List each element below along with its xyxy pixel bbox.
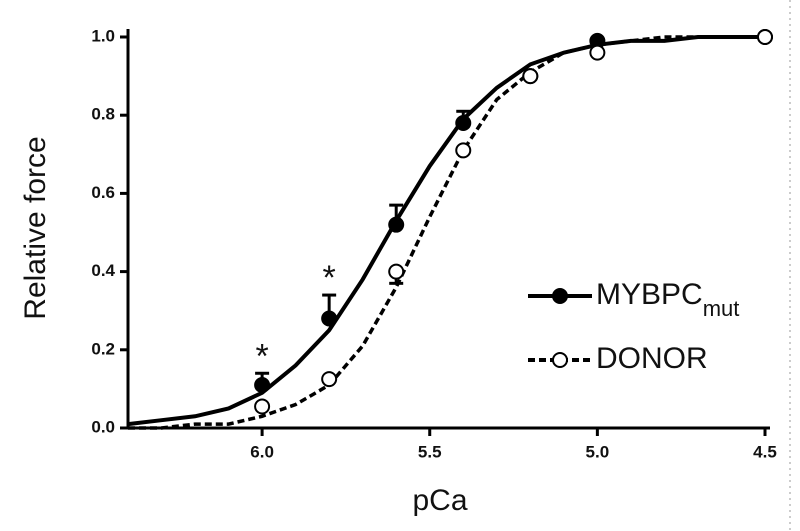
y-tick-label: 0.0 xyxy=(91,417,115,436)
y-tick-label: 0.4 xyxy=(91,261,115,280)
legend-name: DONOR xyxy=(596,342,708,375)
x-axis-label: pCa xyxy=(412,484,467,517)
fit-curve xyxy=(128,35,765,430)
fit-curve xyxy=(127,35,765,427)
y-tick-label: 0.2 xyxy=(91,339,115,358)
x-tick-label: 4.5 xyxy=(753,442,777,461)
data-point xyxy=(321,310,338,327)
legend-name: MYBPC xyxy=(596,278,703,311)
data-point xyxy=(522,68,539,85)
data-point xyxy=(254,398,271,415)
y-tick-label: 0.8 xyxy=(91,105,115,124)
legend-subscript: mut xyxy=(703,296,740,321)
legend-label: DONOR xyxy=(596,342,708,375)
data-point xyxy=(321,371,338,388)
data-point xyxy=(254,376,271,393)
data-point xyxy=(388,263,405,280)
data-point xyxy=(455,142,472,159)
x-tick-label: 5.5 xyxy=(418,442,442,461)
legend-marker xyxy=(552,288,568,304)
y-axis-label: Relative force xyxy=(19,136,52,319)
data-point xyxy=(589,44,606,61)
x-tick-label: 6.0 xyxy=(250,442,274,461)
data-point xyxy=(455,115,472,132)
significance-marker: * xyxy=(255,337,268,375)
data-point xyxy=(757,29,773,45)
legend-label: MYBPCmut xyxy=(596,278,739,321)
data-point xyxy=(388,216,405,233)
y-tick-label: 1.0 xyxy=(91,26,115,45)
significance-marker: * xyxy=(323,259,336,297)
x-tick-label: 5.0 xyxy=(586,442,610,461)
legend-marker xyxy=(552,352,568,368)
y-tick-label: 0.6 xyxy=(91,183,115,202)
